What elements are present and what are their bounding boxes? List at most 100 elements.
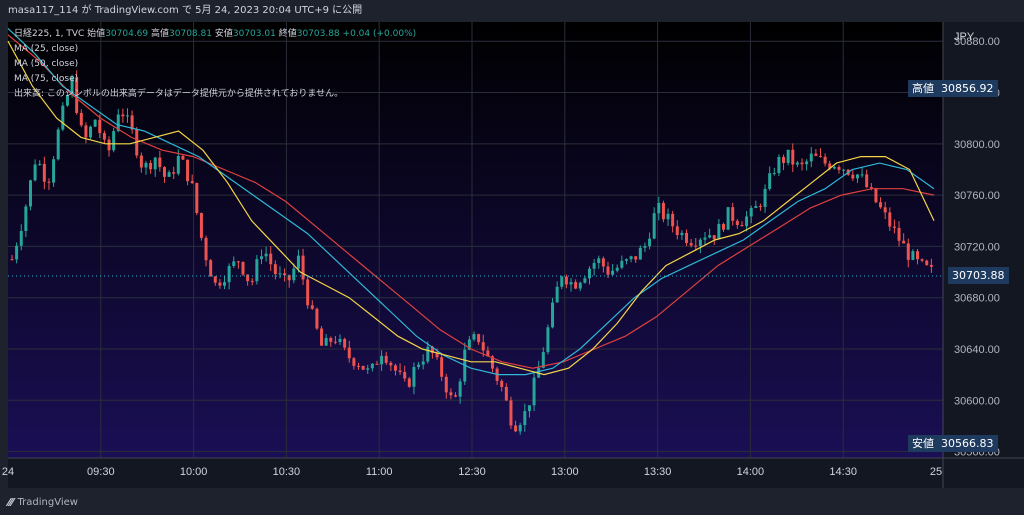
candle-body: [564, 276, 568, 285]
candle-body: [426, 346, 430, 362]
candle-body: [888, 212, 892, 227]
ma75-legend[interactable]: MA (75, close): [14, 74, 79, 84]
candle-body: [782, 157, 786, 163]
low-value: 30703.01: [232, 29, 276, 39]
candle-body: [685, 232, 689, 244]
candle-body: [661, 202, 665, 220]
open-label: 始値: [87, 29, 106, 39]
time-tick-label: 24: [2, 466, 14, 478]
publish-header: masa117_114 が TradingView.com で 5月 24, 2…: [0, 0, 1024, 22]
high-tag-value: 30856.92: [941, 82, 994, 95]
volume-note: 出来高: このシンボルの出来高データはデータ提供元から提供されておりません。: [14, 89, 344, 99]
candle-body: [791, 149, 795, 165]
candle-body: [449, 392, 453, 396]
candle-body: [768, 173, 772, 189]
candle-body: [745, 216, 749, 227]
grid: [8, 22, 943, 458]
candle-body: [213, 276, 217, 283]
candle-body: [606, 266, 610, 275]
candle-body: [223, 282, 227, 286]
time-axis-ticks: 24 09:30 10:00 10:30 11:00 12:30 13:00 13:30 14:…: [2, 466, 942, 478]
candle-body: [116, 114, 120, 132]
candle-body: [324, 337, 328, 346]
candle-body: [920, 259, 924, 261]
ma25-line: [7, 40, 935, 376]
candle-body: [588, 268, 591, 279]
open-value: 30704.69: [105, 29, 149, 39]
candle-body: [472, 334, 476, 340]
candle-body: [65, 94, 69, 106]
candle-body: [403, 371, 407, 379]
candle-body: [643, 246, 647, 248]
candle-body: [809, 153, 813, 162]
symbol-label[interactable]: 日経225, 1, TVC: [14, 29, 85, 39]
price-tick-label: 30680.00: [954, 293, 1000, 305]
candle-body: [264, 253, 268, 257]
candle-body: [93, 119, 97, 127]
candle-body: [28, 180, 32, 207]
candle-body: [126, 115, 129, 117]
candle-body: [130, 115, 134, 130]
tradingview-logo[interactable]: ⁄⁄⁄ TradingView: [8, 496, 78, 509]
candle-body: [805, 161, 809, 165]
candle-body: [855, 174, 859, 179]
candle-body: [440, 357, 444, 377]
candle-body: [209, 260, 213, 277]
candle-body: [338, 338, 342, 342]
close-label: 終値: [278, 29, 297, 39]
candle-body: [144, 162, 148, 168]
candle-body: [518, 425, 522, 432]
candle-body: [417, 364, 421, 368]
price-chart[interactable]: 30880.0030840.0030800.0030760.0030720.00…: [0, 0, 1024, 488]
candle-body: [832, 167, 836, 169]
candle-body: [800, 162, 804, 165]
candle-body: [583, 278, 587, 283]
candle-body: [851, 174, 855, 179]
candle-body: [199, 212, 203, 238]
high-value: 30708.81: [169, 29, 212, 39]
candle-body: [10, 259, 14, 261]
time-tick-label: 11:00: [366, 466, 393, 478]
candle-body: [347, 347, 351, 359]
candle-body: [763, 188, 767, 207]
candle-body: [777, 157, 781, 174]
candle-body: [611, 270, 615, 275]
candle-body: [384, 355, 388, 363]
candle-body: [42, 163, 46, 182]
candle-body: [758, 206, 762, 208]
moving-averages: [7, 27, 935, 376]
ohlc-row[interactable]: 日経225, 1, TVC 始値30704.69 高値30708.81 安値30…: [14, 27, 416, 42]
time-tick-label: 14:30: [829, 466, 857, 478]
candle-body: [754, 206, 758, 209]
time-axis-bg[interactable]: [8, 458, 943, 488]
time-tick-label: 10:00: [180, 466, 208, 478]
brand-label: TradingView: [17, 497, 78, 508]
candle-body: [874, 188, 878, 203]
price-tick-label: 30600.00: [954, 395, 1000, 407]
candle-body: [740, 225, 744, 227]
candle-body: [112, 131, 116, 151]
candle-body: [865, 174, 869, 188]
candle-body: [721, 224, 725, 230]
candle-body: [273, 264, 277, 275]
candle-body: [176, 155, 180, 174]
candle-body: [523, 411, 527, 426]
candle-body: [467, 339, 471, 350]
price-axis-bg[interactable]: [943, 22, 1024, 488]
high-tag-label: 高値: [912, 82, 934, 95]
candle-body: [879, 202, 883, 208]
candle-body: [911, 251, 915, 260]
candle-body: [102, 133, 106, 140]
candle-body: [38, 163, 42, 165]
ma25-legend[interactable]: MA (25, close): [14, 44, 79, 54]
ma50-legend[interactable]: MA (50, close): [14, 59, 79, 69]
time-tick-label: 10:30: [273, 466, 301, 478]
candle-body: [883, 207, 887, 213]
candle-body: [514, 425, 518, 432]
candle-body: [735, 220, 739, 226]
candle-body: [24, 206, 28, 231]
candle-body: [634, 256, 638, 260]
tradingview-logo-icon: ⁄⁄⁄: [8, 496, 14, 509]
currency-label: JPY: [954, 31, 975, 43]
time-tick-label: 25: [930, 466, 942, 478]
